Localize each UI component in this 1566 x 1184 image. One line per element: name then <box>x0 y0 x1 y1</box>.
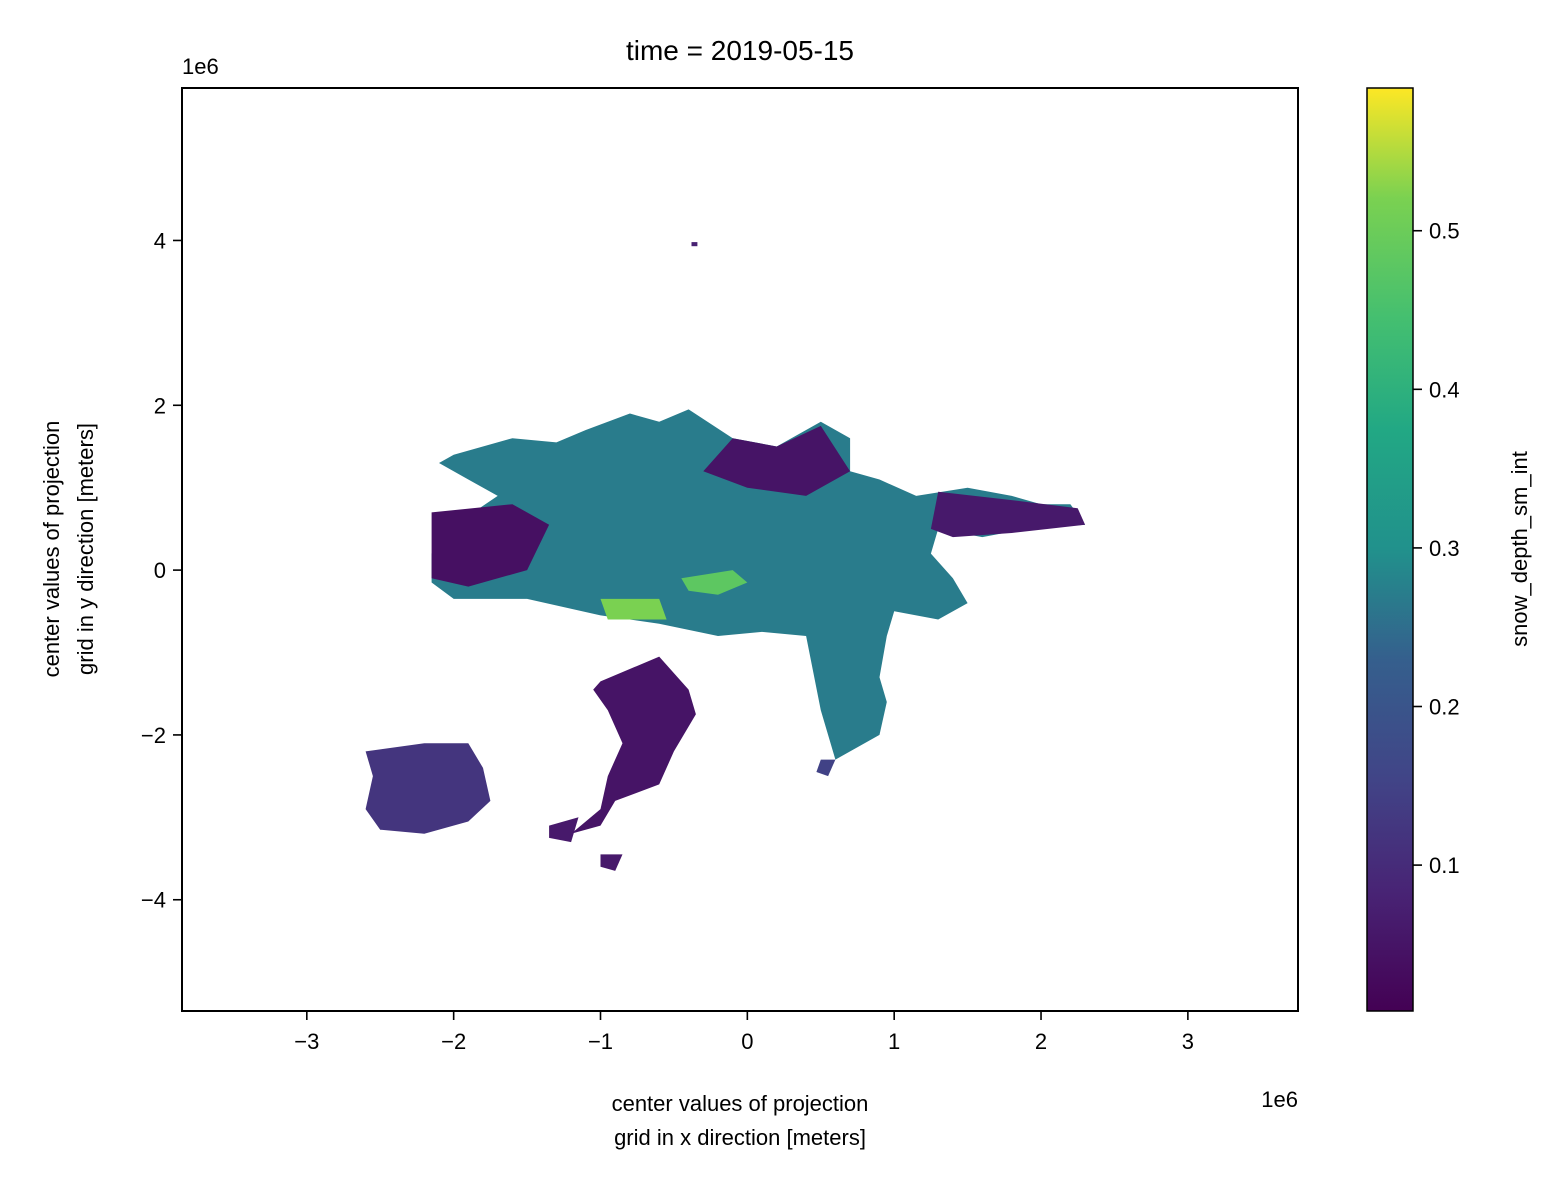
y-axis: −4 −2 0 2 4 <box>141 228 182 913</box>
x-axis-label-line-2: grid in x direction [meters] <box>614 1125 866 1150</box>
region-far-south-fragment <box>600 854 623 871</box>
x-axis: −3 −2 −1 0 1 2 3 <box>294 1011 1194 1054</box>
region-dark-western-lobe <box>431 504 550 587</box>
chart-title: time = 2019-05-15 <box>626 35 854 66</box>
plot-frame <box>181 87 1299 1012</box>
y-axis-label-line-1: center values of projection <box>39 421 64 678</box>
colorbar-tick-label: 0.1 <box>1429 853 1460 878</box>
colorbar-tick-label: 0.2 <box>1429 695 1460 720</box>
region-bright-southwest-patch <box>600 598 667 620</box>
y-tick-label: 0 <box>154 558 166 583</box>
y-tick-label: 4 <box>154 228 166 253</box>
colorbar-tick-label: 0.5 <box>1429 219 1460 244</box>
y-tick-label: −4 <box>141 888 166 913</box>
colorbar-tick-label: 0.3 <box>1429 536 1460 561</box>
colorbar-ticks: 0.1 0.2 0.3 0.4 0.5 <box>1413 219 1460 878</box>
y-axis-label-line-2: grid in y direction [meters] <box>73 423 98 675</box>
region-main-snow-cover <box>431 409 1086 760</box>
x-tick-label: 0 <box>741 1029 753 1054</box>
y-offset-label: 1e6 <box>182 54 219 79</box>
region-southern-landmass <box>571 656 696 834</box>
region-southern-fragment <box>549 817 579 843</box>
x-tick-label: 1 <box>888 1029 900 1054</box>
x-axis-label-line-1: center values of projection <box>612 1091 869 1116</box>
x-tick-label: −3 <box>294 1029 319 1054</box>
region-far-north-speck <box>691 242 698 247</box>
colorbar-gradient <box>1366 87 1414 1012</box>
region-northern-dark-band <box>703 425 851 496</box>
region-southwest-island <box>365 743 491 834</box>
region-eastern-speck <box>816 759 836 777</box>
x-tick-label: −1 <box>588 1029 613 1054</box>
x-tick-label: 2 <box>1035 1029 1047 1054</box>
x-tick-label: −2 <box>441 1029 466 1054</box>
colorbar-label: snow_depth_sm_int <box>1507 451 1532 647</box>
y-tick-label: −2 <box>141 723 166 748</box>
colorbar: 0.1 0.2 0.3 0.4 0.5 snow_depth_sm_int <box>1366 87 1532 1012</box>
region-eastern-dark-arm <box>930 491 1086 538</box>
x-tick-label: 3 <box>1182 1029 1194 1054</box>
y-tick-label: 2 <box>154 393 166 418</box>
colorbar-tick-label: 0.4 <box>1429 377 1460 402</box>
x-offset-label: 1e6 <box>1261 1087 1298 1112</box>
region-bright-center-patch <box>681 570 748 595</box>
snow-depth-field <box>365 242 1086 871</box>
